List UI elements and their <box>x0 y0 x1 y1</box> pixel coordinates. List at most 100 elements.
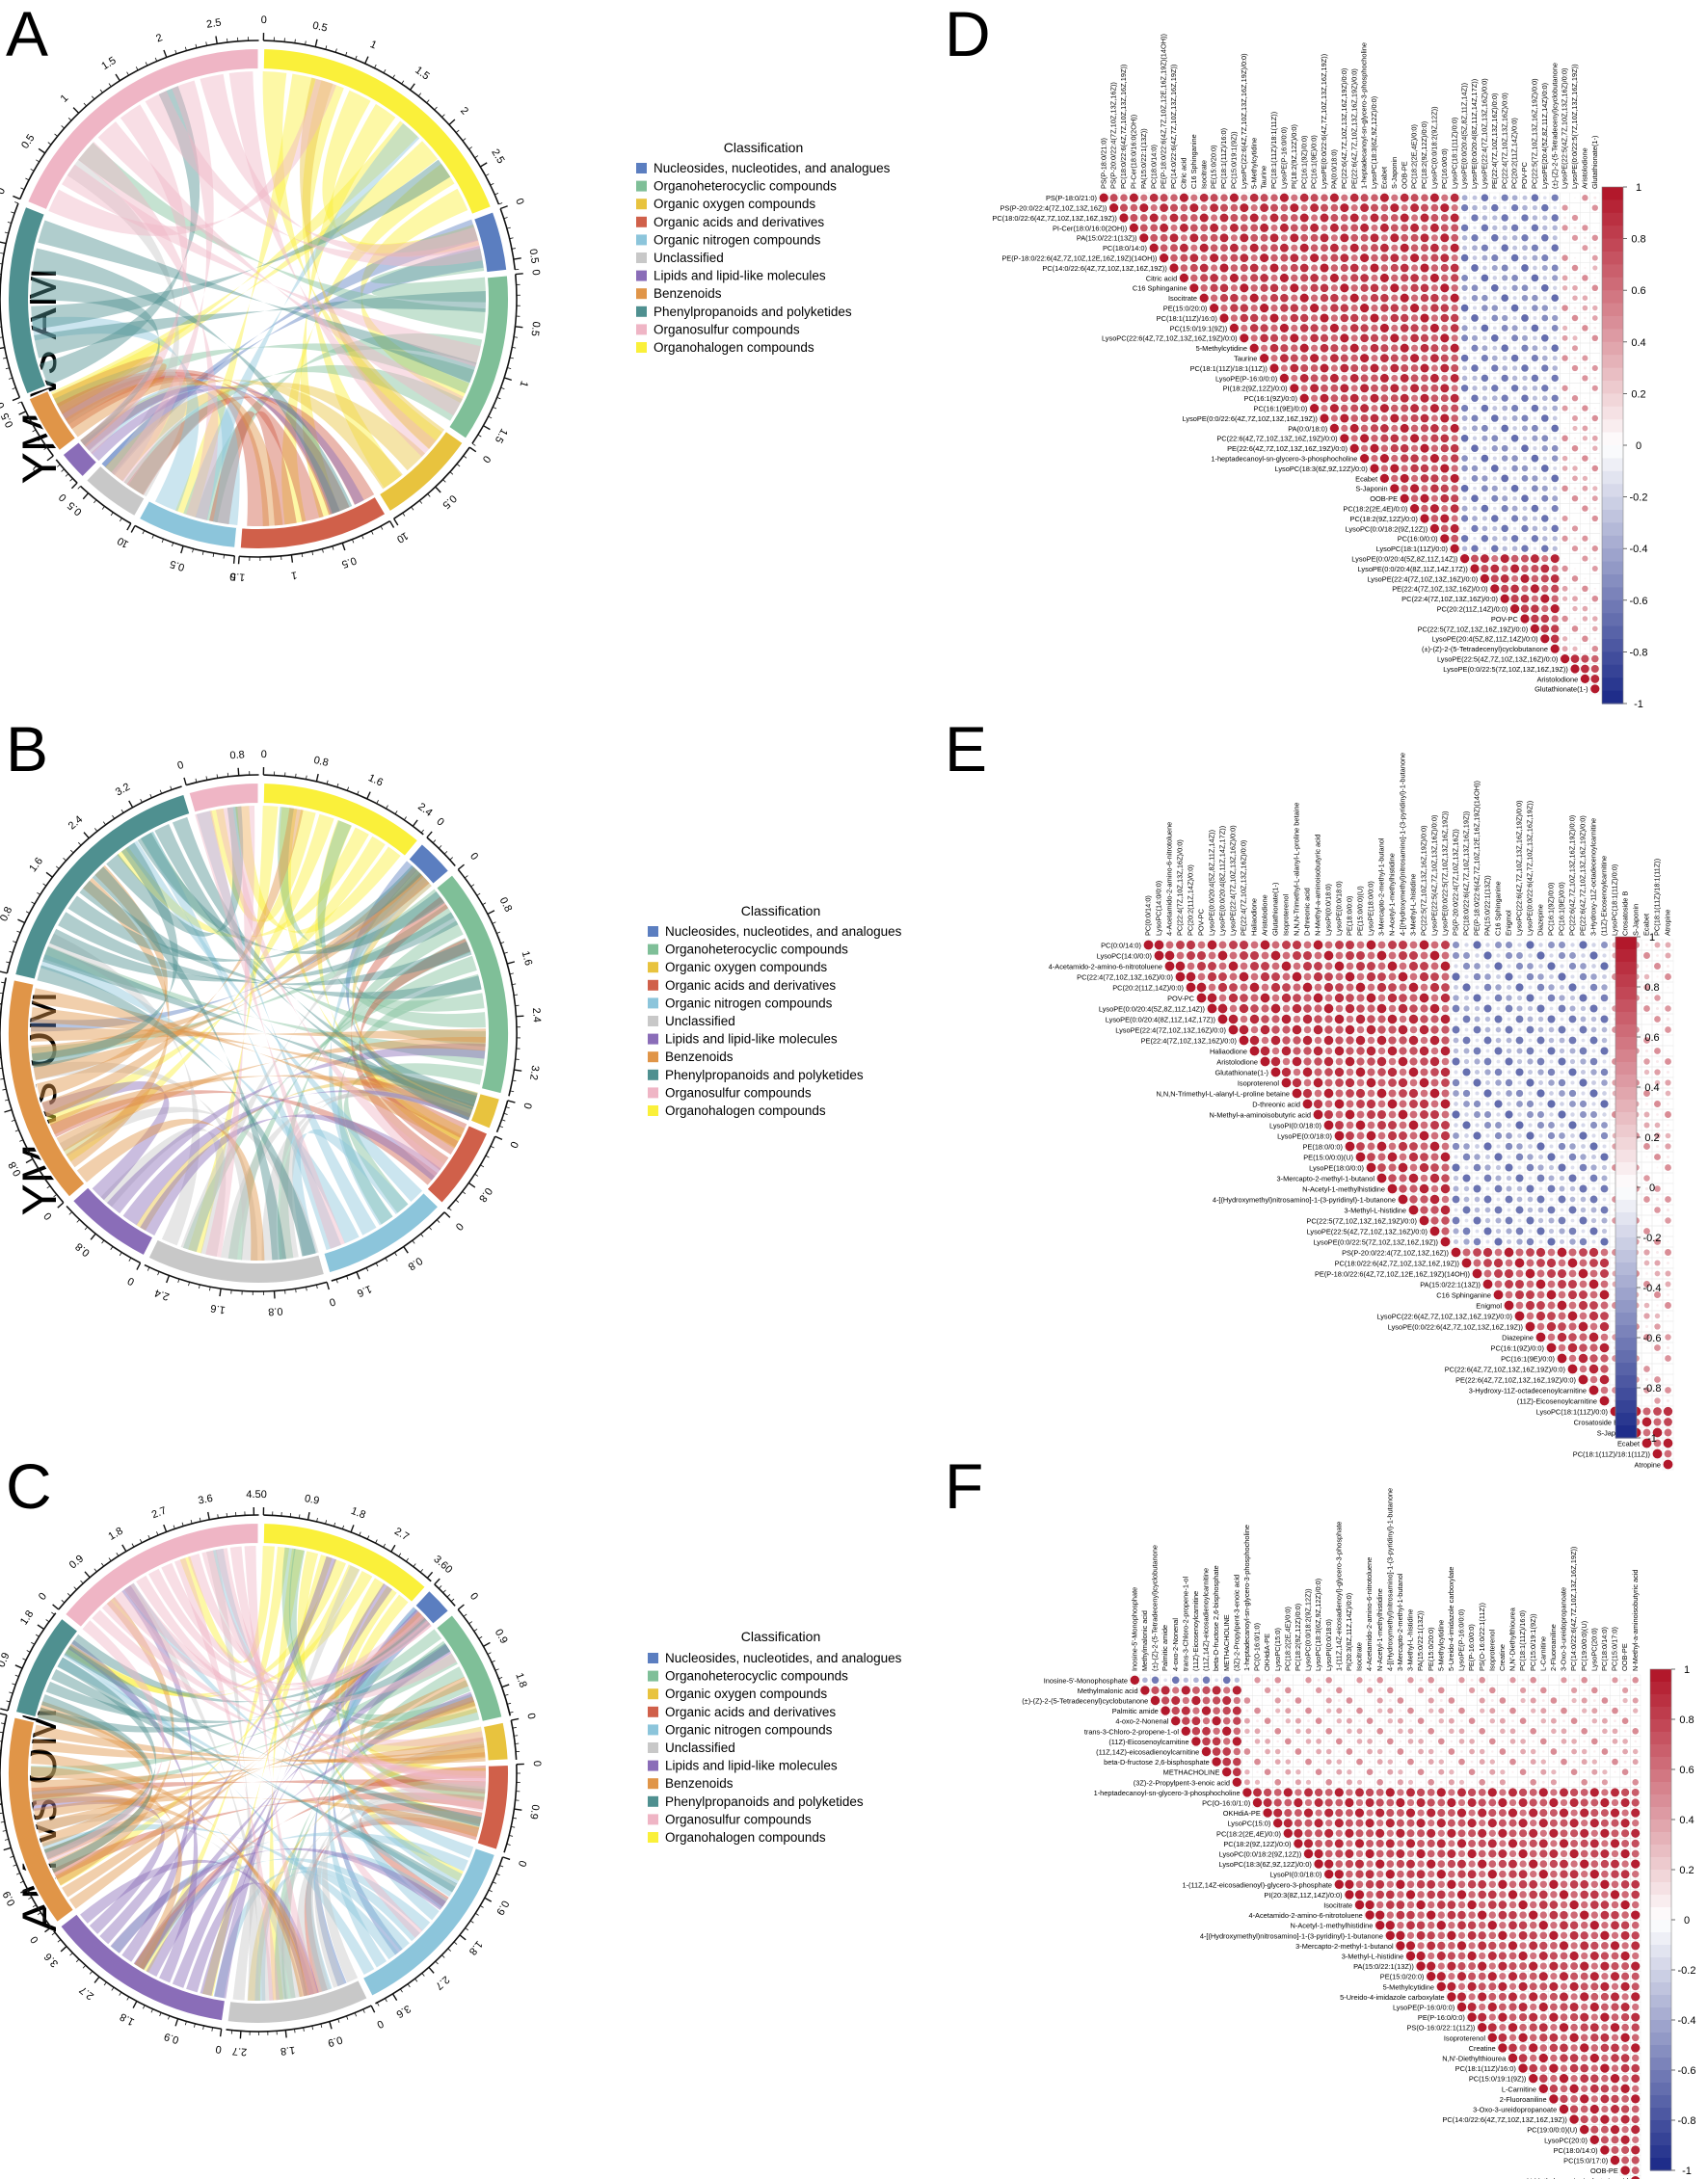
correlation-dot <box>1370 244 1379 252</box>
chord-minor-tick <box>67 118 72 121</box>
correlation-dot <box>1356 1047 1365 1055</box>
correlation-dot <box>1590 1016 1597 1023</box>
chord-tick-label: 1 <box>518 380 530 389</box>
colorbar-tick-label: 0.2 <box>1631 388 1645 400</box>
correlation-dot <box>1450 293 1459 303</box>
row-label: S-Japonin <box>1355 485 1387 493</box>
correlation-dot <box>1590 684 1600 694</box>
correlation-dot <box>1410 333 1419 343</box>
correlation-dot <box>1602 1059 1607 1064</box>
chord-tick-label: 1.6 <box>356 1283 374 1299</box>
correlation-dot <box>1522 436 1528 441</box>
chord-minor-tick <box>510 1090 515 1093</box>
correlation-dot <box>1356 1078 1365 1087</box>
correlation-dot <box>1583 546 1587 550</box>
chord-segment <box>13 792 192 981</box>
correlation-dot <box>1349 313 1359 323</box>
correlation-dot <box>1564 508 1566 510</box>
correlation-dot <box>1481 305 1488 311</box>
correlation-dot <box>1250 274 1259 282</box>
correlation-dot <box>1501 474 1509 483</box>
correlation-dot <box>1581 654 1589 663</box>
correlation-dot <box>1210 203 1219 213</box>
colorbar-tick-label: 0.8 <box>1631 234 1645 246</box>
correlation-dot <box>1654 1069 1661 1076</box>
chord-ribbons <box>30 806 486 1261</box>
row-label: PC(20:2(11Z,14Z)/0:0) <box>1437 605 1508 614</box>
correlation-dot <box>1410 203 1420 213</box>
correlation-dot <box>1410 464 1419 473</box>
correlation-dot <box>1517 974 1522 979</box>
chord-tick-label: 0.9 <box>304 1493 320 1507</box>
correlation-dot <box>1290 203 1299 213</box>
correlation-dot <box>1471 524 1479 533</box>
correlation-dot <box>1584 217 1586 219</box>
correlation-dot <box>1510 354 1519 362</box>
colorbar-segment <box>1602 639 1623 652</box>
correlation-dot <box>1579 941 1588 949</box>
correlation-dot <box>1279 373 1289 383</box>
chord-ribbon <box>292 1129 409 1257</box>
correlation-dot <box>1290 363 1299 373</box>
chord-tick <box>166 1275 171 1284</box>
chord-tick <box>315 773 319 783</box>
correlation-dot <box>1299 324 1309 332</box>
correlation-dot <box>1430 1047 1439 1055</box>
correlation-dot <box>1593 557 1597 561</box>
correlation-dot <box>1401 465 1408 472</box>
correlation-dot <box>1580 1058 1587 1065</box>
chord-tick-label: 1.8 <box>513 1671 528 1688</box>
row-label: PC(18:2(2E,4E)/0:0) <box>1343 505 1407 514</box>
correlation-dot <box>1551 214 1559 222</box>
chord-tick-label: 0 <box>467 851 480 863</box>
correlation-dot <box>1560 985 1564 990</box>
correlation-dot <box>1531 595 1539 602</box>
chord-minor-tick <box>150 2008 153 2013</box>
correlation-dot <box>1207 971 1217 982</box>
colorbar-segment <box>1602 574 1623 588</box>
chord-tick <box>502 1856 511 1861</box>
correlation-dot <box>1324 1100 1333 1108</box>
colorbar-tick-label: 0.4 <box>1631 337 1645 349</box>
correlation-dot <box>1400 263 1409 273</box>
correlation-dot <box>1582 355 1588 361</box>
correlation-dot <box>1472 245 1478 252</box>
correlation-dot <box>1210 294 1218 302</box>
correlation-dot <box>1420 293 1429 303</box>
chord-minor-tick <box>120 809 124 813</box>
correlation-dot <box>1531 564 1539 573</box>
correlation-dot <box>1558 1078 1566 1087</box>
chord-tick <box>511 1717 520 1721</box>
correlation-dot <box>1400 343 1409 353</box>
correlation-dot <box>1271 994 1280 1002</box>
correlation-dot <box>1451 304 1458 312</box>
correlation-dot <box>1573 327 1577 330</box>
column-label: POV-PC <box>1520 161 1529 189</box>
colorbar-segment <box>1602 690 1623 704</box>
chord-tick <box>290 554 294 563</box>
chord-tick <box>84 1571 91 1579</box>
chord-tick-label: 0.9 <box>527 1804 541 1820</box>
correlation-dot <box>1350 224 1359 232</box>
correlation-dot <box>1408 1088 1419 1099</box>
correlation-dot <box>1601 1079 1608 1086</box>
chord-tick-label: 0.9 <box>327 2033 344 2049</box>
correlation-dot <box>1461 415 1468 421</box>
correlation-dot <box>1563 427 1566 430</box>
chord-minor-tick <box>47 142 52 146</box>
chord-minor-tick <box>494 192 499 196</box>
correlation-dot <box>1360 294 1369 302</box>
chord-segment <box>261 782 420 859</box>
correlation-dot <box>1400 213 1409 223</box>
correlation-dot <box>1521 444 1529 453</box>
correlation-dot <box>1099 193 1108 202</box>
correlation-dot <box>1502 415 1508 421</box>
correlation-dot <box>1591 515 1598 522</box>
chord-tick-label: 3.2 <box>527 1065 541 1081</box>
chord-ribbon <box>322 1737 485 1983</box>
correlation-dot <box>1370 293 1379 303</box>
correlation-dot <box>1345 1077 1355 1088</box>
correlation-dot <box>1521 214 1529 222</box>
correlation-dot <box>1399 1047 1407 1055</box>
chord-minor-tick <box>195 43 198 48</box>
